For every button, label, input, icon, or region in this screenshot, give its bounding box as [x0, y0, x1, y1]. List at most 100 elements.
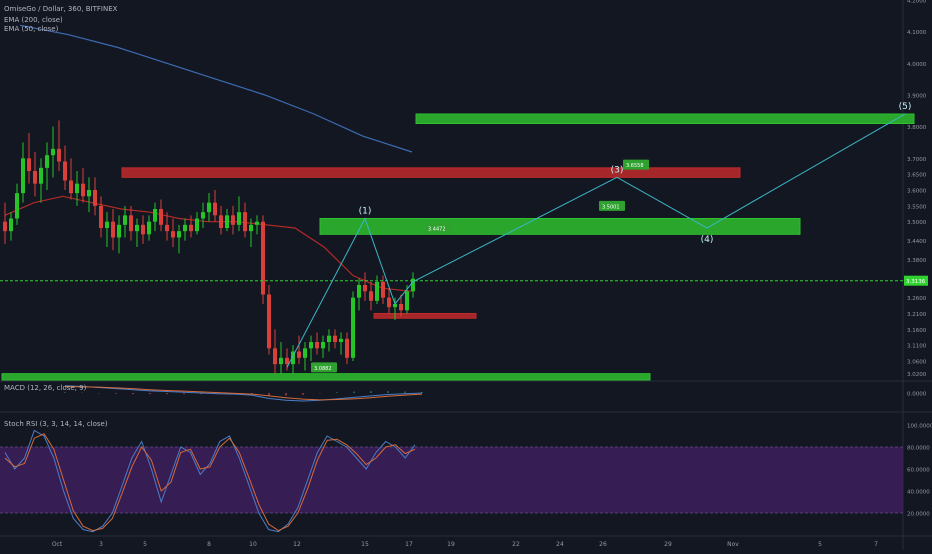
- macd-line: [64, 385, 423, 402]
- candle-body: [51, 148, 55, 156]
- candle: [327, 329, 331, 352]
- candle-body: [243, 212, 247, 232]
- candle: [261, 215, 265, 304]
- candle: [39, 158, 43, 203]
- macd-legend[interactable]: MACD (12, 26, close, 9): [4, 384, 87, 392]
- price-tag-callout: 3.0882: [311, 362, 337, 373]
- candle: [183, 218, 187, 241]
- candle-body: [351, 297, 355, 358]
- candle: [117, 215, 121, 254]
- time-tick-label: 22: [512, 541, 520, 548]
- stoch-rsi-legend[interactable]: Stoch RSI (3, 3, 14, 14, close): [4, 420, 108, 428]
- price-tag-callout: 3.5001: [599, 200, 625, 211]
- wave-label: (4): [701, 235, 714, 245]
- candle: [255, 215, 259, 235]
- price-tag-label: 3.0882: [314, 366, 332, 372]
- stoch-rsi-band: [0, 447, 903, 513]
- time-tick-label: 7: [874, 541, 878, 548]
- time-tick-label: 17: [405, 541, 413, 548]
- price-tag-box: [623, 159, 649, 170]
- stoch-rsi-line: [4, 429, 416, 533]
- current-price-label: 3.3136: [906, 279, 926, 285]
- candle: [243, 202, 247, 238]
- candle: [147, 215, 151, 241]
- time-tick-label: 19: [447, 541, 455, 548]
- price-tick-label: 3.0200: [907, 372, 927, 378]
- wave-label: (1): [359, 207, 372, 217]
- candle: [213, 190, 217, 222]
- green-zone: [1, 373, 651, 381]
- candle-body: [117, 224, 121, 238]
- wave-label: (5): [899, 102, 912, 112]
- candle-body: [111, 221, 115, 238]
- candle: [345, 332, 349, 365]
- candle-body: [261, 221, 265, 295]
- candle: [165, 212, 169, 241]
- price-tag-label: 3.6558: [626, 163, 644, 169]
- candle-body: [129, 215, 133, 232]
- price-tag-callout: 3.6558: [623, 159, 649, 170]
- ema50-legend[interactable]: EMA (50, close): [4, 25, 59, 33]
- candle: [3, 202, 7, 244]
- candle: [51, 126, 55, 178]
- candle-body: [285, 357, 289, 365]
- candle-body: [141, 224, 145, 235]
- candle-body: [99, 205, 103, 228]
- price-tick-label: 3.6000: [907, 189, 927, 195]
- candle-body: [249, 224, 253, 232]
- price-tick-label: 3.2600: [907, 296, 927, 302]
- candle: [231, 205, 235, 235]
- candle: [81, 167, 85, 203]
- candle: [15, 183, 19, 225]
- candle-body: [345, 338, 349, 358]
- price-tag-label: 3.4472: [428, 227, 446, 233]
- price-tick-label: 4.0000: [907, 62, 927, 68]
- candle-body: [183, 224, 187, 232]
- time-tick-label: 5: [818, 541, 822, 548]
- candle-body: [9, 218, 13, 232]
- price-tag-box: [311, 362, 337, 373]
- candle-body: [33, 171, 37, 184]
- candle-body: [363, 285, 367, 292]
- candle-body: [321, 342, 325, 349]
- candle: [207, 193, 211, 222]
- candle: [297, 335, 301, 365]
- candle: [45, 142, 49, 190]
- price-tick-label: 3.5000: [907, 220, 927, 226]
- candle-body: [327, 335, 331, 342]
- time-tick-label: 12: [293, 541, 301, 548]
- red-zone: [373, 313, 477, 319]
- candle: [291, 345, 295, 374]
- candle-body: [231, 215, 235, 225]
- time-tick-label: 24: [556, 541, 564, 548]
- candle: [279, 342, 283, 374]
- current-price-tag: [904, 275, 928, 286]
- candle-body: [195, 218, 199, 232]
- price-tick-label: 3.1600: [907, 328, 927, 334]
- candle-body: [105, 221, 109, 228]
- candle: [63, 145, 67, 190]
- stoch-tick-label: 40.0000: [907, 490, 930, 496]
- price-tick-label: 3.5500: [907, 204, 927, 210]
- candle-body: [177, 231, 181, 238]
- candle: [177, 224, 181, 254]
- candle: [129, 205, 133, 241]
- candle-body: [399, 304, 403, 311]
- macd-tick-label: 0.0000: [907, 392, 927, 398]
- candle: [309, 335, 313, 361]
- ema200-legend[interactable]: EMA (200, close): [4, 16, 63, 24]
- candle: [57, 120, 61, 171]
- symbol-legend[interactable]: OmiseGo / Dollar, 360, BITFINEX: [4, 5, 118, 13]
- candle-body: [75, 183, 79, 194]
- candle: [201, 202, 205, 228]
- candle-body: [237, 212, 241, 225]
- candle: [237, 196, 241, 232]
- price-tag-box: [599, 200, 625, 211]
- candle: [195, 212, 199, 235]
- candle-body: [165, 224, 169, 232]
- candle-body: [393, 304, 397, 308]
- wave-label: (3): [611, 165, 624, 175]
- candle: [303, 342, 307, 371]
